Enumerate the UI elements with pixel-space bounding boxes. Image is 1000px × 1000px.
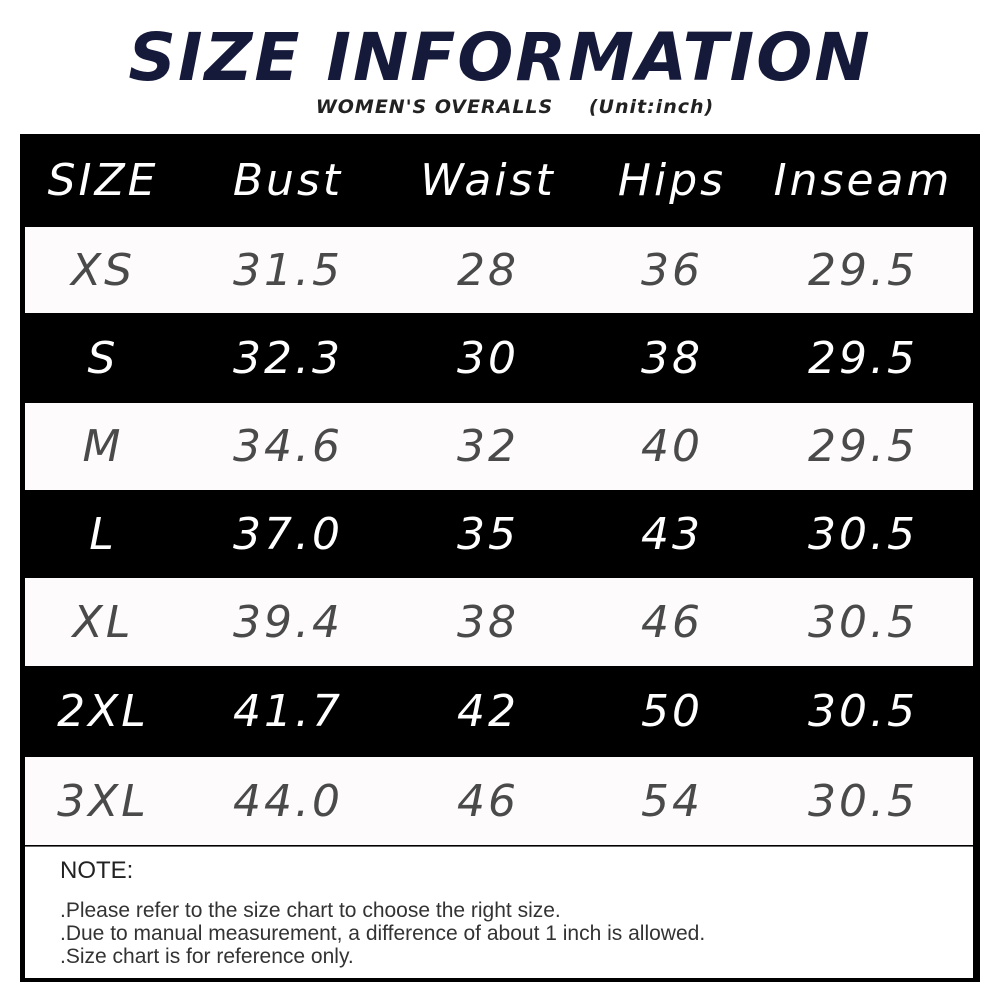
cell-bust: 32.3: [233, 332, 343, 384]
cell-bust: 39.4: [233, 596, 343, 648]
cell-size: XS: [70, 244, 136, 296]
cell-waist: 30: [457, 332, 519, 384]
note-line: .Size chart is for reference only.: [60, 945, 354, 968]
note-box: NOTE: .Please refer to the size chart to…: [25, 846, 973, 978]
table-row: L 37.0 35 43 30.5: [20, 490, 980, 578]
header-size: SIZE: [47, 154, 159, 206]
note-line: .Please refer to the size chart to choos…: [60, 899, 561, 922]
cell-hips: 36: [641, 244, 703, 296]
page-title: SIZE INFORMATION: [128, 19, 872, 96]
table-header-row: SIZE Bust Waist Hips Inseam: [20, 134, 980, 226]
cell-inseam: 29.5: [808, 332, 918, 384]
size-table: NOTE: .Please refer to the size chart to…: [20, 134, 980, 982]
subtitle: WOMEN'S OVERALLS (Unit:inch): [0, 96, 1000, 118]
table-row: M 34.6 32 40 29.5: [25, 403, 973, 490]
cell-waist: 38: [457, 596, 519, 648]
header-waist: Waist: [420, 154, 556, 206]
table-row: S 32.3 30 38 29.5: [20, 313, 980, 403]
cell-inseam: 29.5: [808, 421, 918, 472]
cell-waist: 42: [457, 686, 519, 737]
cell-bust: 44.0: [233, 775, 343, 827]
cell-inseam: 30.5: [808, 686, 918, 737]
cell-hips: 50: [641, 686, 703, 737]
cell-size: M: [82, 421, 124, 472]
cell-hips: 40: [641, 421, 703, 472]
cell-hips: 43: [641, 508, 703, 560]
cell-bust: 31.5: [233, 244, 343, 296]
header-inseam: Inseam: [773, 154, 953, 206]
note-line: .Due to manual measurement, a difference…: [60, 922, 706, 945]
cell-hips: 54: [641, 775, 703, 827]
cell-size: XL: [72, 596, 134, 648]
cell-hips: 38: [641, 332, 703, 384]
header-hips: Hips: [617, 154, 727, 206]
header-bust: Bust: [232, 154, 344, 206]
cell-waist: 32: [457, 421, 519, 472]
cell-inseam: 30.5: [808, 775, 918, 827]
cell-inseam: 29.5: [808, 244, 918, 296]
cell-size: 3XL: [57, 775, 149, 827]
product-name: WOMEN'S OVERALLS: [315, 96, 554, 118]
cell-hips: 46: [641, 596, 703, 648]
table-row: XS 31.5 28 36 29.5: [25, 227, 973, 313]
unit-label: (Unit:inch): [588, 96, 715, 118]
cell-waist: 35: [457, 508, 519, 560]
cell-bust: 37.0: [233, 508, 343, 560]
cell-inseam: 30.5: [808, 596, 918, 648]
cell-bust: 34.6: [233, 421, 343, 472]
cell-bust: 41.7: [233, 686, 343, 737]
table-row: 3XL 44.0 46 54 30.5: [25, 757, 973, 845]
cell-size: S: [87, 332, 119, 384]
note-title: NOTE:: [60, 857, 134, 884]
cell-waist: 28: [457, 244, 519, 296]
cell-size: L: [89, 508, 117, 560]
table-row: 2XL 41.7 42 50 30.5: [20, 666, 980, 757]
table-row: XL 39.4 38 46 30.5: [25, 578, 973, 666]
cell-inseam: 30.5: [808, 508, 918, 560]
cell-waist: 46: [457, 775, 519, 827]
cell-size: 2XL: [57, 686, 149, 737]
